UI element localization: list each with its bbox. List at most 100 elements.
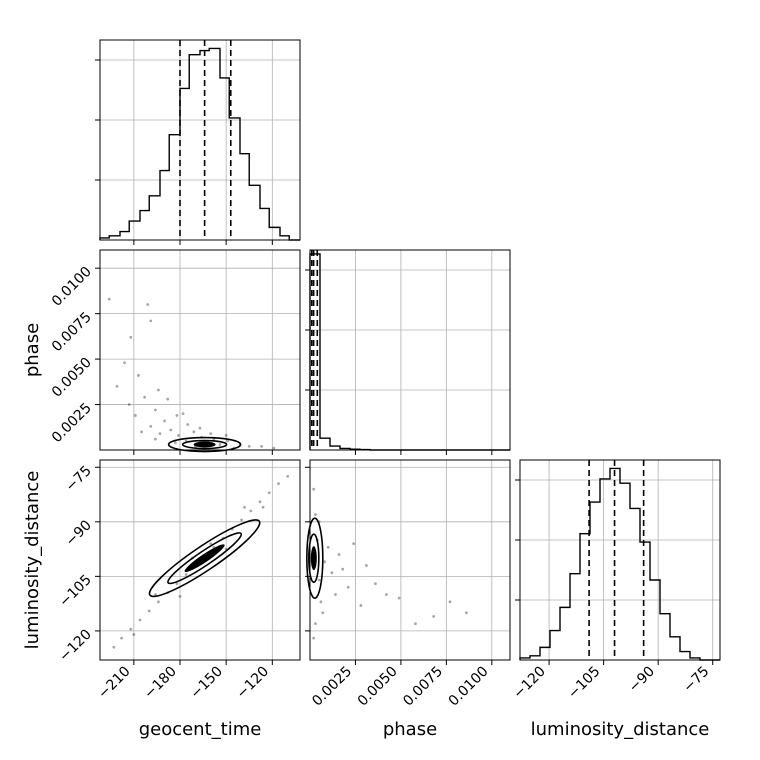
x-tick-label: −75 <box>680 664 712 696</box>
histogram-bin <box>680 652 690 660</box>
scatter-point <box>224 434 228 437</box>
scatter-point <box>352 542 356 546</box>
scatter-point <box>267 491 271 495</box>
histogram-bin <box>670 637 680 660</box>
histogram-step <box>309 253 510 451</box>
scatter-point <box>149 319 153 323</box>
histogram <box>99 40 300 241</box>
y-tick-label: 0.0075 <box>49 309 95 355</box>
scatter-point <box>163 419 167 423</box>
scatter-point <box>153 408 157 412</box>
x-axis-label-luminosity-distance: luminosity_distance <box>531 719 710 740</box>
x-tick-label: 0.0025 <box>309 664 355 710</box>
scatter-point <box>209 432 213 436</box>
x-tick-label: −210 <box>95 664 134 703</box>
histogram-bin <box>140 211 149 240</box>
scatter-point <box>258 500 262 504</box>
scatter-point <box>166 397 170 401</box>
histogram-bin <box>260 208 269 240</box>
histogram-bin <box>189 55 200 240</box>
scatter <box>107 297 276 453</box>
density-contour-inner <box>167 532 243 585</box>
scatter-point <box>277 482 280 486</box>
scatter-point <box>146 303 150 306</box>
histogram <box>519 460 720 661</box>
scatter-point <box>120 636 123 640</box>
scatter-point <box>286 474 290 478</box>
scatter-point <box>149 424 153 428</box>
x-tick-label: 0.0100 <box>446 664 492 710</box>
scatter-point <box>192 430 196 434</box>
histogram-bin <box>249 185 260 240</box>
axes-frame <box>309 249 511 451</box>
axes-frame <box>99 249 301 451</box>
scatter-point <box>153 437 157 441</box>
panel-scatter-luminosity-geocent-time: −210 −180 −150 −120−120−105−90−75 luminosit… <box>22 459 301 740</box>
histogram-bin <box>320 438 330 450</box>
scatter-point <box>181 412 185 416</box>
scatter-point <box>112 645 116 649</box>
axes-frame <box>99 459 301 661</box>
histogram-bin <box>149 196 160 240</box>
y-tick-label: −75 <box>63 463 95 495</box>
histogram-bin <box>630 508 640 660</box>
scatter-point <box>218 443 222 446</box>
x-tick-label: 0.0075 <box>400 664 446 710</box>
y-tick-label: 0.0100 <box>49 264 95 310</box>
scatter-point <box>397 596 401 600</box>
histogram-step <box>99 47 300 241</box>
scatter-point <box>317 578 321 582</box>
axes-frame <box>309 459 511 661</box>
y-tick-label: −90 <box>63 517 95 549</box>
scatter-point <box>198 426 202 430</box>
density-contour-outer <box>148 519 261 598</box>
y-tick-label: −105 <box>56 572 95 611</box>
scatter-point <box>184 573 188 576</box>
scatter-point <box>157 388 160 392</box>
histogram-bin <box>640 542 650 660</box>
scatter-point <box>337 553 341 556</box>
histogram-bin <box>550 631 560 660</box>
scatter-point <box>240 518 243 522</box>
scatter-point <box>115 384 119 388</box>
scatter-point <box>153 593 157 596</box>
grid <box>310 250 510 450</box>
histogram-bin <box>169 135 180 240</box>
histogram <box>309 250 510 451</box>
histogram-bin <box>540 647 550 660</box>
scatter-point <box>143 395 147 399</box>
x-tick-label: −150 <box>187 664 226 703</box>
scatter-point <box>323 560 326 564</box>
y-tick-label: 0.0025 <box>49 400 95 446</box>
ticks: −210 −180 −150 −120−120−105−90−75 <box>56 463 273 703</box>
panel-hist-luminosity-distance: −120 −105 −90 −75 luminosity_distance <box>510 459 721 740</box>
axes-frame <box>519 459 721 661</box>
ticks <box>95 59 273 245</box>
histogram-bin <box>660 614 670 660</box>
histogram-bin <box>280 236 289 240</box>
panel-hist-phase <box>305 249 511 455</box>
y-tick-label: 0.0050 <box>49 355 95 401</box>
y-axis-label-phase: phase <box>22 323 43 377</box>
scatter-point <box>186 423 190 426</box>
scatter-point <box>414 622 417 626</box>
scatter-point <box>138 618 142 622</box>
histogram-bin <box>109 236 120 240</box>
density-contour-inner <box>181 439 228 450</box>
x-tick-label: −120 <box>234 664 273 703</box>
scatter-point <box>175 414 179 417</box>
histogram-bin <box>129 221 140 240</box>
scatter <box>306 487 468 640</box>
axes-frame <box>99 39 301 241</box>
scatter-point <box>346 585 350 589</box>
scatter-point <box>158 432 162 436</box>
histogram-step <box>519 467 720 661</box>
histogram-bin <box>269 227 280 240</box>
scatter-point <box>312 636 316 640</box>
scatter-point <box>129 627 133 631</box>
grid <box>310 460 510 660</box>
x-axis-label-phase: phase <box>383 719 437 740</box>
